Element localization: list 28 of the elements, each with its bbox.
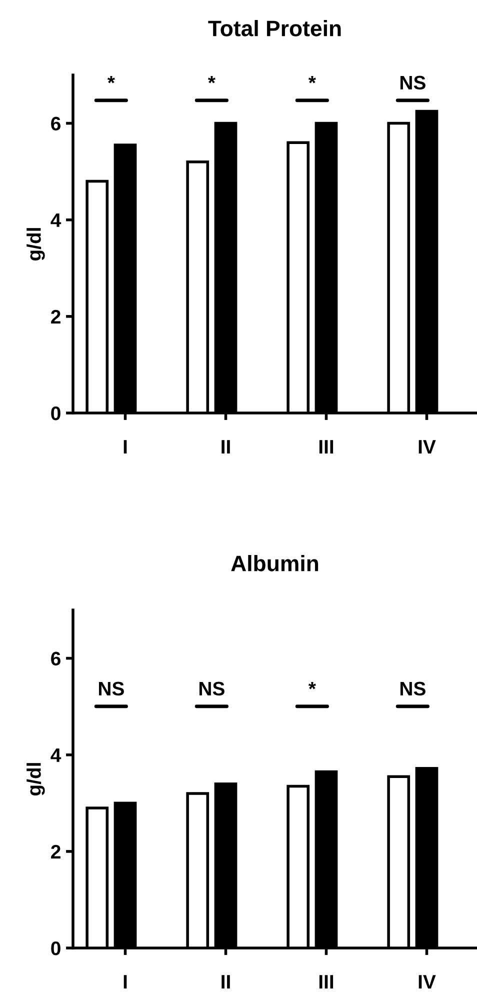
annotation: NS [199, 682, 224, 696]
annotation: * [308, 76, 316, 84]
chart-title: Total Protein [208, 20, 341, 36]
y-tick-label: 4 [50, 214, 62, 227]
x-tick-label: II [222, 440, 230, 454]
y-tick-label: 6 [51, 652, 60, 666]
annotation: NS [98, 682, 124, 696]
x-tick-label: I [124, 440, 127, 454]
y-tick-label: 2 [51, 310, 60, 324]
y-axis-title: g/dl [26, 763, 45, 796]
x-tick-label: I [124, 975, 127, 988]
x-tick-label: IV [418, 975, 436, 988]
annotation: NS [400, 682, 426, 696]
x-tick-label: III [319, 975, 334, 988]
annotation: * [308, 682, 316, 690]
y-tick-label: 4 [50, 748, 62, 762]
chart-title: Albumin [231, 555, 318, 572]
annotation: * [208, 76, 216, 84]
x-tick-label: IV [418, 440, 436, 454]
y-tick-label: 0 [51, 406, 60, 420]
annotation: NS [400, 76, 426, 90]
x-tick-label: II [222, 975, 230, 988]
annotation: * [107, 76, 115, 84]
y-axis-title: g/dl [26, 228, 45, 260]
y-tick-label: 0 [51, 941, 60, 956]
y-tick-label: 2 [51, 844, 60, 858]
x-tick-label: III [319, 440, 334, 454]
y-tick-label: 6 [51, 116, 60, 131]
